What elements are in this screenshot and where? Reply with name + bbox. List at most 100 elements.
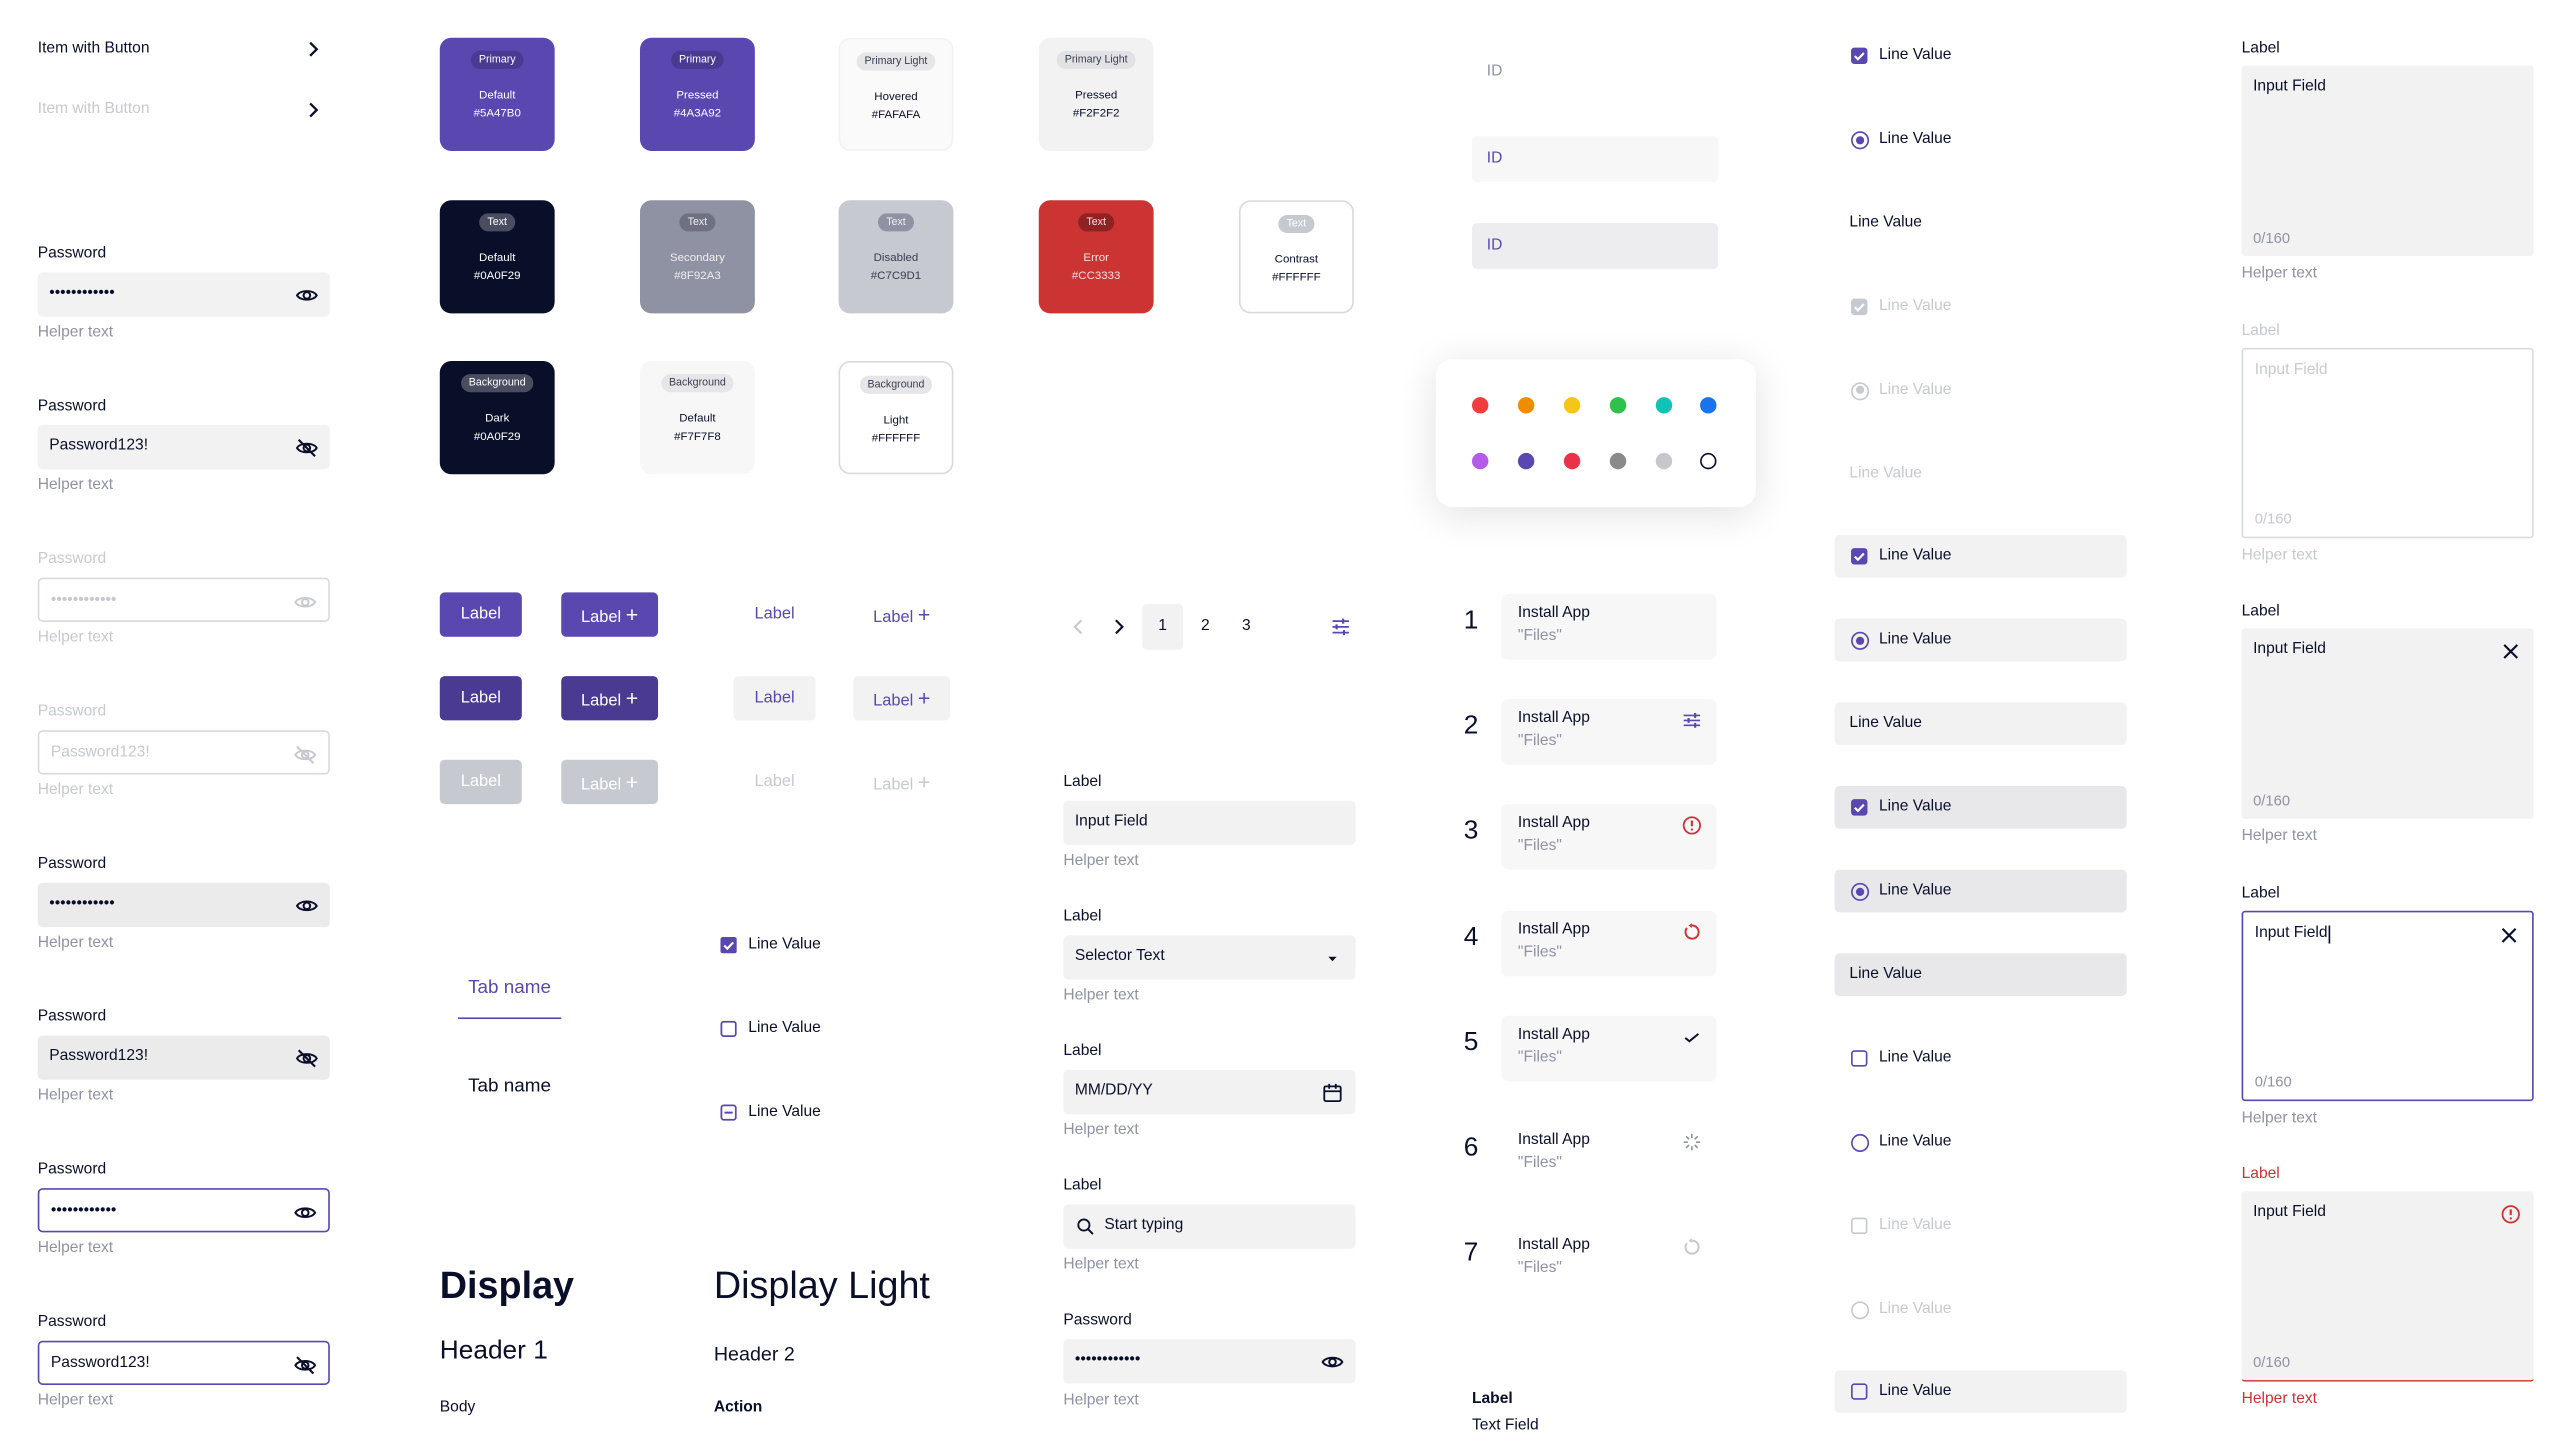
line-value-checkbox[interactable]: Line Value [1835,1037,2127,1080]
pagination-page[interactable]: 3 [1226,604,1267,650]
text-button-with-icon-pressed[interactable]: Label + [853,676,951,721]
color-dot[interactable] [1517,452,1535,470]
line-value-plain[interactable]: Line Value [1834,953,2127,996]
swatch-name: Secondary [669,252,725,265]
id-field[interactable]: ID [1472,51,1718,95]
primary-button-with-icon[interactable]: Label + [561,592,659,637]
primary-button[interactable]: Label [439,592,522,637]
pagination-page-current[interactable]: 1 [1142,603,1184,650]
primary-button-disabled[interactable]: Label [439,759,522,805]
line-value-plain[interactable]: Line Value [1834,702,2127,746]
eye-icon[interactable] [1321,1351,1344,1374]
color-dot[interactable] [1609,452,1627,470]
textarea-field[interactable]: Input Field 0/160 [2241,65,2534,256]
install-item[interactable]: Install App "Files" [1501,910,1717,976]
line-value-radio[interactable]: Line Value [1834,619,2127,662]
search-input[interactable]: Start typing [1063,1204,1356,1249]
text-button-with-icon-disabled[interactable]: Label + [853,760,950,804]
color-dot[interactable] [1517,397,1535,414]
textarea-field[interactable]: Input Field 0/160 [2241,347,2534,539]
radio-selected-icon [1851,381,1870,400]
color-dot[interactable] [1563,452,1581,470]
selector-dropdown[interactable]: Selector Text [1063,935,1356,980]
install-item[interactable]: Install App "Files" [1501,699,1717,766]
id-field-pressed[interactable]: ID [1471,223,1719,270]
password-field[interactable]: •••••••••••• [1063,1339,1356,1384]
password-field-hover[interactable]: Password123! [37,1035,330,1080]
install-item[interactable]: Install App "Files" [1502,1226,1717,1292]
line-value-checkbox[interactable]: Line Value [1834,535,2127,579]
input-field[interactable]: Input Field [1063,800,1356,846]
eye-off-icon[interactable] [294,1354,317,1377]
install-item[interactable]: Install App "Files" [1502,1121,1717,1187]
line-value-radio[interactable]: Line Value [1835,369,2127,412]
color-dot[interactable] [1700,397,1717,414]
eye-icon[interactable] [294,1201,317,1224]
install-title: Install App [1517,1025,1590,1044]
line-value-checkbox[interactable]: Line Value [1834,1370,2127,1414]
text-button[interactable]: Label [734,592,816,636]
tab[interactable]: Tab name [458,1070,561,1103]
checkbox-checked[interactable]: Line Value [720,934,868,957]
text-button-with-icon[interactable]: Label + [853,592,950,636]
line-value-plain[interactable]: Line Value [1835,202,2127,245]
line-value-radio[interactable]: Line Value [1834,869,2127,913]
date-field[interactable]: MM/DD/YY [1063,1069,1356,1115]
clear-x-icon[interactable] [2501,642,2521,662]
eye-off-icon[interactable] [295,1047,318,1070]
helper-text: Helper text [1063,1391,1139,1410]
tab-selected[interactable]: Tab name [457,971,562,1020]
textarea-field[interactable]: Input Field 0/160 [2241,1191,2534,1382]
id-field-hover[interactable]: ID [1471,136,1719,183]
pagination-next-icon[interactable] [1113,619,1126,635]
install-item[interactable]: Install App "Files" [1501,594,1717,660]
pagination-page[interactable]: 2 [1185,604,1226,650]
line-value-radio[interactable]: Line Value [1835,1287,2127,1330]
swatch-text-secondary: Text Secondary #8F92A3 [639,200,755,314]
line-value-checkbox[interactable]: Line Value [1834,786,2127,829]
textarea-field[interactable]: Input Field 0/160 [2241,628,2534,819]
clear-x-icon[interactable] [2499,926,2519,946]
eye-icon[interactable] [295,894,318,917]
password-field[interactable]: •••••••••••• [37,272,330,317]
checkbox-unchecked[interactable]: Line Value [720,1017,868,1040]
line-value-radio[interactable]: Line Value [1835,1120,2127,1163]
password-field-hover[interactable]: •••••••••••• [37,882,330,928]
line-value-plain[interactable]: Line Value [1835,452,2127,495]
install-item[interactable]: Install App "Files" [1501,804,1717,871]
primary-button-with-icon-pressed[interactable]: Label + [561,676,659,721]
eye-icon[interactable] [295,284,318,307]
input-label: Label [1063,772,1102,791]
color-dot[interactable] [1609,397,1627,414]
swatch-background-dark: Background Dark #0A0F29 [439,361,555,475]
text-button-disabled[interactable]: Label [734,760,816,804]
nav-item-with-button-disabled[interactable]: Item with Button [38,98,330,121]
color-dot[interactable] [1471,452,1489,470]
color-dot[interactable] [1700,452,1717,470]
password-field-disabled[interactable]: Password123! [37,730,330,775]
color-dot[interactable] [1471,397,1489,414]
filter-sliders-icon[interactable] [1331,617,1351,637]
color-dot[interactable] [1655,397,1673,414]
pagination-prev-icon[interactable] [1072,619,1085,635]
color-dot[interactable] [1563,397,1581,414]
typography-header1: Header 1 [439,1337,548,1366]
primary-button-pressed[interactable]: Label [439,676,522,721]
nav-item-with-button[interactable]: Item with Button [38,38,330,61]
calendar-icon[interactable] [1321,1081,1344,1104]
install-item[interactable]: Install App "Files" [1501,1015,1717,1082]
checkbox-indeterminate[interactable]: Line Value [720,1101,868,1124]
color-dot[interactable] [1655,452,1673,470]
password-field-focused[interactable]: •••••••••••• [37,1188,330,1233]
password-field[interactable]: Password123! [37,425,330,470]
password-field-disabled[interactable]: •••••••••••• [37,577,330,622]
line-value-radio[interactable]: Line Value [1835,118,2127,161]
eye-off-icon[interactable] [295,437,318,460]
primary-button-with-icon-disabled[interactable]: Label + [561,759,659,805]
line-value-checkbox[interactable]: Line Value [1835,285,2127,328]
textarea-field[interactable]: Input Field 0/160 [2241,910,2534,1102]
line-value-checkbox[interactable]: Line Value [1835,1204,2127,1247]
text-button-pressed[interactable]: Label [733,676,816,721]
line-value-checkbox[interactable]: Line Value [1835,34,2127,77]
password-field-focused[interactable]: Password123! [37,1340,330,1386]
